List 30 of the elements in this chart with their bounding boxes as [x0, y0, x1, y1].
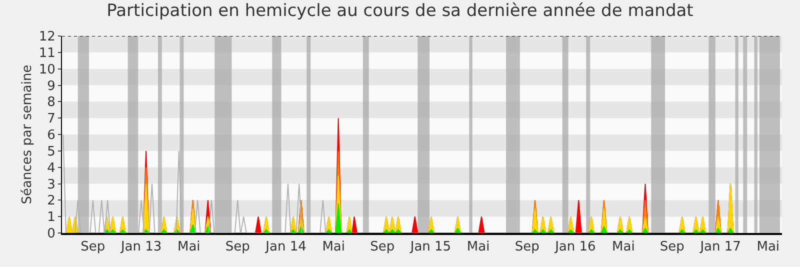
y-tick-label: 12 — [38, 30, 56, 45]
y-tick-label: 11 — [38, 46, 56, 61]
y-tick-label: 9 — [47, 78, 56, 94]
y-tick-label: 1 — [47, 210, 56, 226]
x-tick-label: Sep — [225, 240, 250, 255]
x-tick-label: Jan 14 — [264, 240, 306, 255]
x-tick-label: Mai — [756, 240, 780, 255]
y-axis-title: Séances par semaine — [20, 64, 35, 204]
x-tick-label: Sep — [514, 240, 540, 255]
x-tick-label: Jan 15 — [409, 240, 452, 255]
y-tick-label: 5 — [47, 144, 56, 160]
chart-title: Participation en hemicycle au cours de sa dernière année de mandat — [106, 0, 694, 21]
y-tick-label: 7 — [47, 112, 56, 127]
x-tick-label: Mai — [466, 240, 490, 255]
y-tick-label: 4 — [47, 160, 56, 176]
x-tick-label: Sep — [370, 240, 395, 255]
x-tick-label: Jan 17 — [699, 240, 741, 255]
x-tick-label: Mai — [177, 240, 200, 255]
x-tick-label: Jan 13 — [120, 240, 162, 255]
y-tick-label: 3 — [47, 177, 56, 192]
x-tick-label: Jan 16 — [554, 240, 596, 255]
y-tick-label: 6 — [47, 128, 56, 144]
y-tick-label: 2 — [47, 194, 56, 209]
x-tick-label: Mai — [322, 240, 345, 255]
x-tick-label: Sep — [660, 240, 684, 255]
y-tick-label: 0 — [47, 226, 56, 242]
x-tick-label: Sep — [80, 240, 106, 255]
y-tick-label: 10 — [38, 62, 56, 78]
x-tick-label: Mai — [612, 240, 635, 255]
y-tick-label: 8 — [47, 95, 56, 110]
